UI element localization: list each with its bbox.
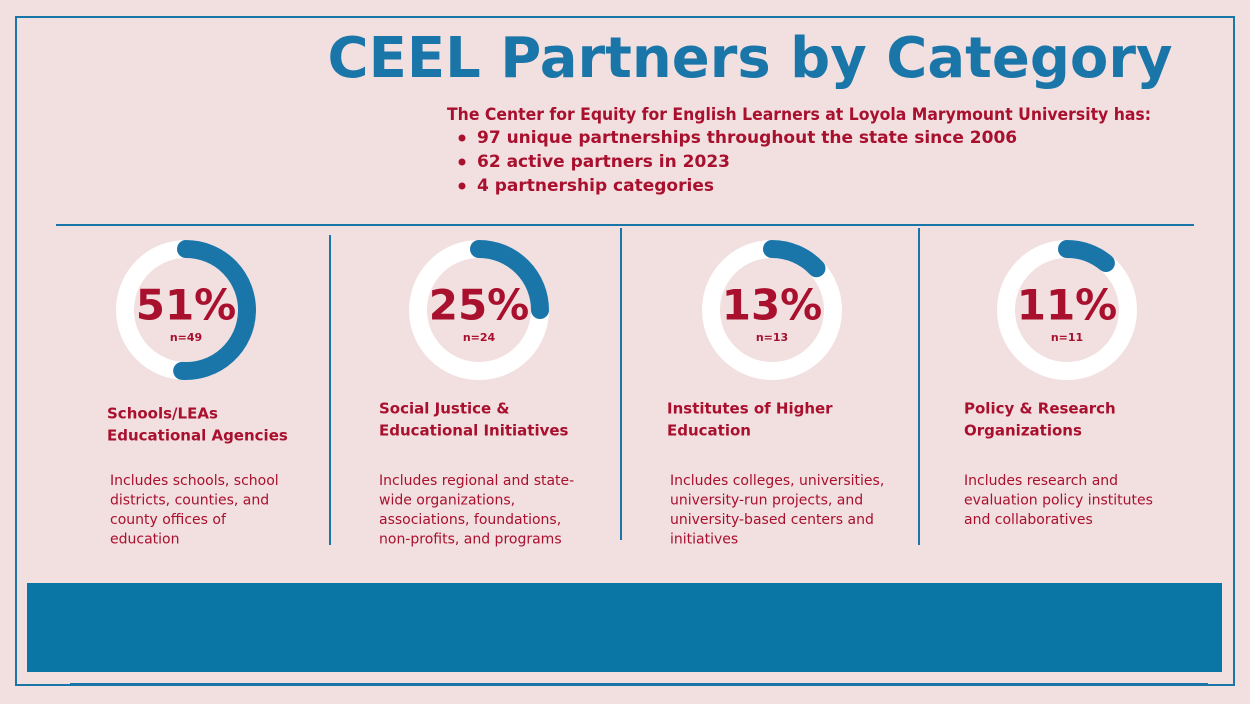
donut-arc	[470, 240, 549, 319]
panel-description: university-based centers and	[670, 512, 874, 528]
bullet-dot	[458, 158, 466, 166]
bullet: 97 unique partnerships throughout the st…	[477, 128, 1017, 148]
panel-description: initiatives	[670, 532, 738, 548]
panel-description: Includes research and	[964, 473, 1118, 489]
panel-description: county offices of	[110, 512, 227, 528]
percent-label: 51%	[136, 281, 237, 330]
panel-description: Includes regional and state-	[379, 473, 574, 489]
count-label: n=49	[170, 331, 202, 344]
footer-band	[27, 583, 1222, 672]
bullet-dot	[458, 182, 466, 190]
panel-description: university-run projects, and	[670, 493, 863, 509]
panel-description: education	[110, 532, 179, 548]
count-label: n=13	[756, 331, 788, 344]
bullet: 62 active partners in 2023	[477, 152, 730, 172]
donut-arc	[1058, 240, 1115, 272]
panel-description: Includes schools, school	[110, 473, 279, 489]
donut-arc	[763, 240, 826, 278]
panel-description: evaluation policy institutes	[964, 493, 1153, 509]
count-label: n=24	[463, 331, 496, 344]
title: CEEL Partners by Category	[328, 26, 1173, 91]
panel-title: Institutes of Higher	[667, 400, 833, 418]
panel-description: districts, counties, and	[110, 493, 269, 509]
panel-title: Schools/LEAs	[107, 405, 218, 423]
intro: The Center for Equity for English Learne…	[447, 105, 1151, 125]
panel-description: associations, foundations,	[379, 512, 561, 528]
panel-description: non-profits, and programs	[379, 532, 562, 548]
donut-arc	[173, 240, 256, 380]
percent-label: 13%	[722, 281, 823, 330]
panel-title: Educational Agencies	[107, 427, 288, 445]
count-label: n=11	[1051, 331, 1083, 344]
panel-title: Policy & Research	[964, 400, 1116, 418]
bullet: 4 partnership categories	[477, 176, 714, 196]
panel-description: wide organizations,	[379, 493, 515, 509]
percent-label: 25%	[429, 281, 530, 330]
panel-title: Educational Initiatives	[379, 422, 569, 440]
panel-description: and collaboratives	[964, 512, 1093, 528]
panel-description: Includes colleges, universities,	[670, 473, 884, 489]
percent-label: 11%	[1017, 281, 1118, 330]
bullet-dot	[458, 134, 466, 142]
panel-title: Social Justice &	[379, 400, 510, 418]
panel-title: Education	[667, 422, 751, 440]
panel-title: Organizations	[964, 422, 1082, 440]
